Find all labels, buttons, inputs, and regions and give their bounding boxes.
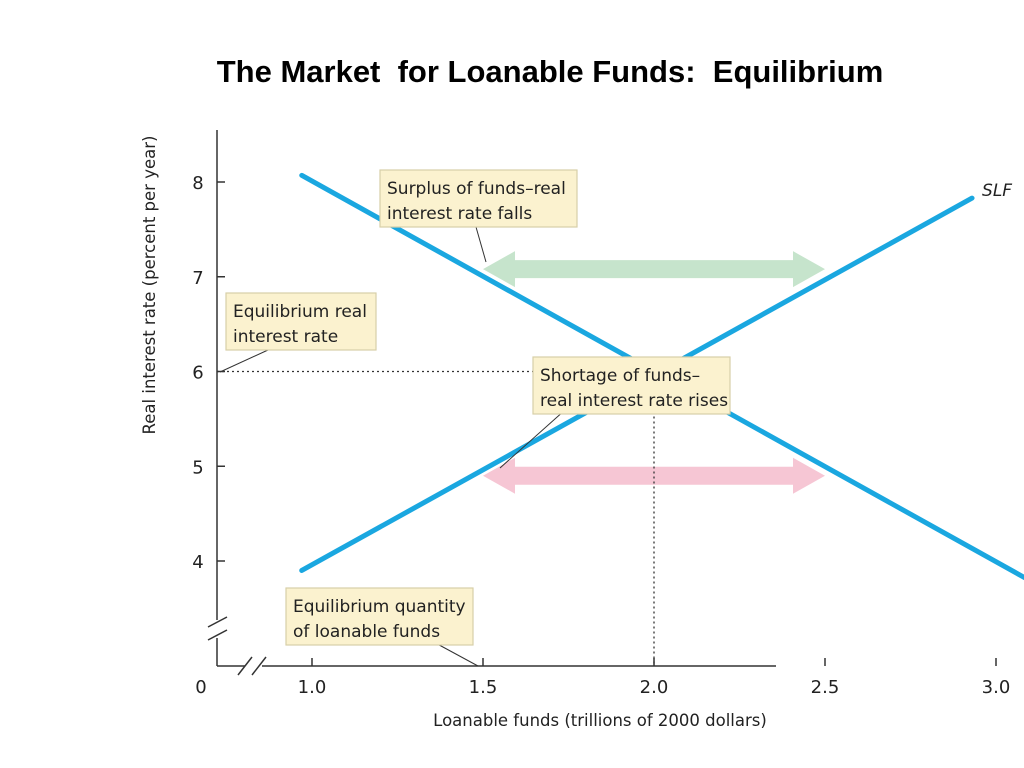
eq-quantity-text: Equilibrium quantity — [293, 597, 466, 617]
x-tick-label: 1.0 — [298, 677, 327, 698]
y-tick-label: 8 — [192, 173, 203, 194]
y-axis-break-mark — [207, 616, 228, 628]
x-tick-label: 2.5 — [811, 677, 840, 698]
x-tick-label: 3.0 — [982, 677, 1011, 698]
x-axis-break-mark — [251, 656, 267, 676]
disequilibrium-arrows — [483, 251, 825, 494]
page-title: The Market for Loanable Funds: Equilibri… — [216, 54, 884, 89]
equilibrium-guides — [217, 370, 655, 666]
y-axis-label: Real interest rate (percent per year) — [140, 136, 159, 435]
x-tick-label: 1.5 — [469, 677, 498, 698]
eq-rate-text: Equilibrium real — [233, 302, 367, 322]
eq-rate-box — [225, 292, 377, 351]
slf-label: SLF — [982, 181, 1012, 201]
x-axis-label: Loanable funds (trillions of 2000 dollar… — [433, 711, 767, 730]
y-axis-break-mark — [207, 629, 228, 641]
x-axis-break-mark — [237, 656, 253, 676]
annotation-boxes: Surplus of funds–real interest rate falls… — [219, 169, 731, 667]
axes — [207, 130, 997, 676]
y-tick-label: 5 — [192, 457, 203, 478]
surplus-arrow — [483, 251, 825, 288]
shortage-arrow — [483, 457, 825, 494]
shortage-text: real interest rate rises — [540, 391, 728, 411]
surplus-text: interest rate falls — [387, 204, 532, 224]
eq-rate-text: interest rate — [233, 327, 338, 347]
x-tick-label: 2.0 — [640, 677, 669, 698]
eq-rate-leader-line — [219, 349, 269, 373]
surplus-text: Surplus of funds–real — [387, 179, 566, 199]
shortage-text: Shortage of funds– — [540, 366, 700, 386]
eq-quantity-box — [285, 587, 474, 646]
shortage-leader-line — [499, 409, 566, 469]
origin-label: 0 — [195, 677, 206, 698]
y-tick-label: 7 — [192, 268, 203, 289]
surplus-box — [379, 169, 578, 228]
surplus-leader-line — [475, 226, 487, 263]
eq-quantity-text: of loanable funds — [293, 622, 440, 642]
y-tick-label: 6 — [192, 363, 203, 384]
shortage-box — [532, 356, 731, 415]
y-tick-label: 4 — [192, 552, 203, 573]
